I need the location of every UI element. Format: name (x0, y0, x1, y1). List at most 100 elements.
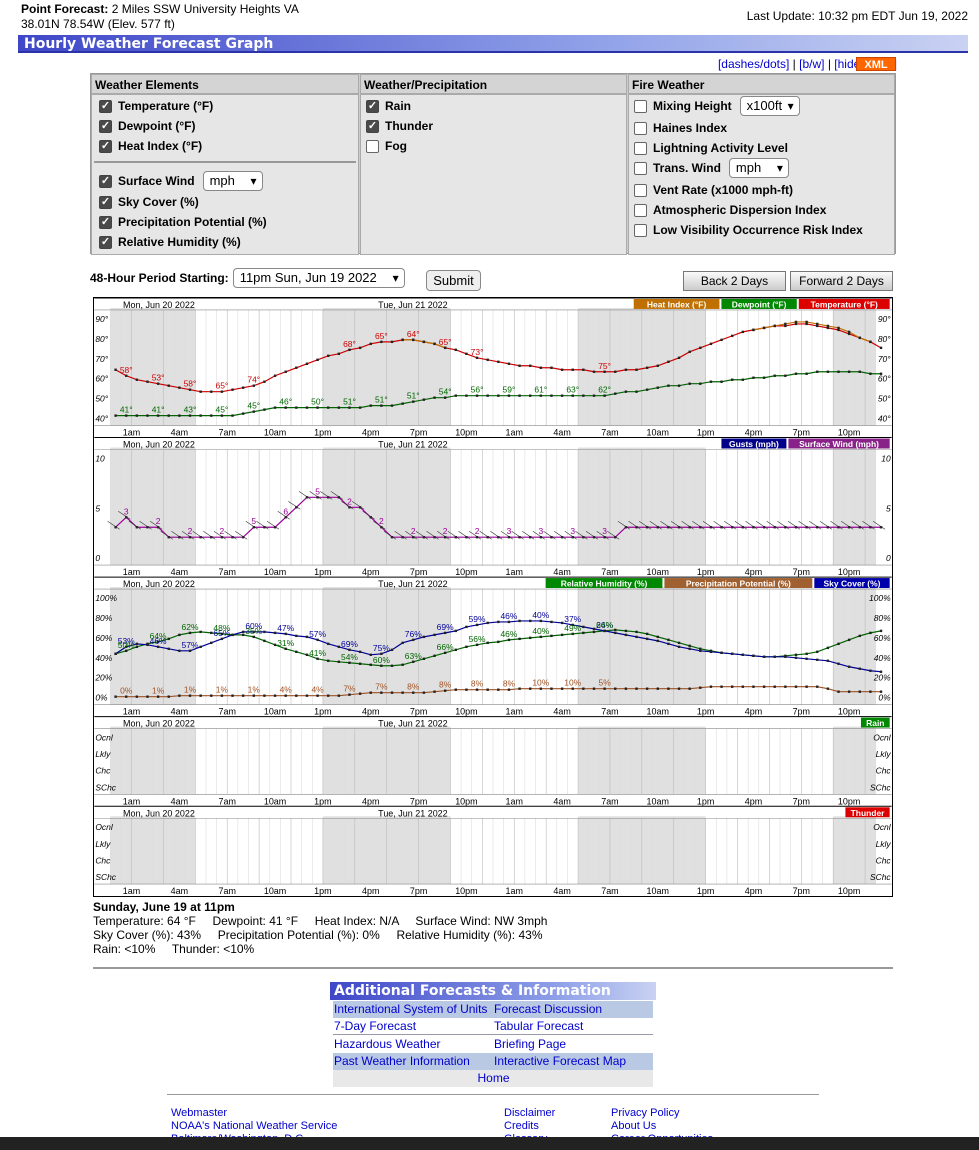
unit-select[interactable]: mph (728, 158, 789, 178)
data-point (178, 536, 181, 539)
data-label: 7% (375, 682, 388, 692)
disclaimer-link[interactable]: Disclaimer (504, 1107, 556, 1119)
hazardous-weather-link[interactable]: Hazardous Weather (334, 1037, 441, 1051)
wind-barb (320, 491, 333, 500)
checkbox-icon[interactable] (366, 139, 379, 153)
option-surface-wind[interactable]: ✓ Surface Wind mph (99, 171, 263, 191)
data-point (688, 644, 691, 648)
y-tick-label: Ocnl (873, 822, 892, 832)
data-point (805, 322, 808, 326)
data-point (709, 650, 713, 654)
about-link[interactable]: About Us (611, 1120, 657, 1132)
data-label: 64% (150, 631, 167, 641)
x-tick-label: 1pm (697, 707, 714, 717)
legend-swatch (814, 578, 890, 589)
checkbox-icon[interactable]: ✓ (366, 99, 379, 113)
si-units-link[interactable]: International System of Units (334, 1002, 488, 1016)
checkbox-icon[interactable]: ✓ (99, 139, 112, 153)
option-temperature-f[interactable]: ✓ Temperature (°F) (99, 99, 213, 113)
option-trans-wind[interactable]: Trans. Wind mph (634, 158, 789, 178)
data-point (475, 623, 479, 627)
x-tick-label: 7am (601, 428, 618, 438)
x-tick-label: 10pm (455, 796, 477, 806)
option-low-visibility-occurrence-risk-index[interactable]: Low Visibility Occurrence Risk Index (634, 223, 863, 237)
seven-day-forecast-link[interactable]: 7-Day Forecast (334, 1019, 417, 1033)
checkbox-icon[interactable]: ✓ (99, 99, 112, 113)
option-dewpoint-f[interactable]: ✓ Dewpoint (°F) (99, 119, 195, 133)
checkbox-icon[interactable] (634, 99, 647, 113)
wind-barb (532, 530, 545, 540)
wind-barb (373, 521, 386, 530)
checkbox-icon[interactable] (634, 141, 647, 155)
data-point (858, 526, 861, 529)
checkbox-icon[interactable]: ✓ (99, 119, 112, 133)
data-point (645, 526, 649, 529)
briefing-page-link[interactable]: Briefing Page (494, 1037, 567, 1051)
credits-link[interactable]: Credits (504, 1120, 539, 1132)
data-point (677, 687, 681, 690)
data-point (571, 687, 574, 690)
checkbox-icon[interactable]: ✓ (99, 215, 112, 229)
interactive-map-link[interactable]: Interactive Forecast Map (494, 1054, 627, 1068)
page-banner: Hourly Weather Forecast Graph (18, 35, 968, 53)
forecast-chart: Mon, Jun 20 2022 Tue, Jun 21 2022 1am 4am 7a… (93, 297, 893, 897)
checkbox-icon[interactable]: ✓ (99, 174, 112, 188)
option-rain[interactable]: ✓ Rain (366, 99, 411, 113)
back-2-days-button[interactable]: Back 2 Days (683, 271, 786, 291)
checkbox-icon[interactable]: ✓ (99, 195, 112, 209)
webmaster-link[interactable]: Webmaster (171, 1107, 228, 1119)
data-point (316, 694, 319, 697)
past-weather-link[interactable]: Past Weather Information (334, 1054, 470, 1068)
data-point (295, 650, 298, 654)
black-white-link[interactable]: [b/w] (799, 57, 825, 71)
privacy-link[interactable]: Privacy Policy (611, 1107, 680, 1119)
data-point (135, 526, 139, 529)
data-point (816, 658, 819, 661)
data-point (412, 660, 415, 663)
option-mixing-height[interactable]: Mixing Height x100ft (634, 96, 800, 116)
option-precipitation-potential[interactable]: ✓ Precipitation Potential (%) (99, 215, 267, 229)
data-point (327, 406, 330, 409)
data-point (337, 645, 341, 649)
checkbox-icon[interactable] (634, 161, 647, 175)
data-point (178, 414, 181, 417)
option-lightning-activity-level[interactable]: Lightning Activity Level (634, 141, 788, 155)
home-link[interactable]: Home (477, 1071, 510, 1085)
submit-button[interactable]: Submit (426, 270, 481, 291)
period-select[interactable]: 11pm Sun, Jun 19 2022 (232, 268, 405, 288)
data-point (667, 642, 670, 646)
nws-link[interactable]: NOAA's National Weather Service (171, 1120, 338, 1132)
data-point (401, 536, 404, 539)
checkbox-icon[interactable]: ✓ (366, 119, 379, 133)
x-tick-label: 10am (264, 567, 286, 577)
checkbox-icon[interactable]: ✓ (99, 235, 112, 249)
data-label: 2 (220, 526, 225, 536)
data-point (284, 516, 287, 519)
data-label: 65% (213, 628, 230, 638)
forecast-discussion-link[interactable]: Forecast Discussion (494, 1002, 603, 1016)
option-sky-cover[interactable]: ✓ Sky Cover (%) (99, 195, 199, 209)
option-atmospheric-dispersion-index[interactable]: Atmospheric Dispersion Index (634, 203, 826, 217)
data-point (295, 366, 298, 369)
xml-button[interactable]: XML (856, 57, 896, 71)
data-point (720, 338, 723, 342)
checkbox-icon[interactable] (634, 223, 647, 237)
option-haines-index[interactable]: Haines Index (634, 121, 727, 135)
tabular-forecast-link[interactable]: Tabular Forecast (494, 1019, 584, 1033)
option-vent-rate-x1000-mph-ft[interactable]: Vent Rate (x1000 mph-ft) (634, 183, 793, 197)
unit-select[interactable]: mph (202, 171, 263, 191)
option-relative-humidity[interactable]: ✓ Relative Humidity (%) (99, 235, 241, 249)
unit-select[interactable]: x100ft (739, 96, 800, 116)
dashes-dots-link[interactable]: [dashes/dots] (717, 57, 790, 71)
option-heat-index-f[interactable]: ✓ Heat Index (°F) (99, 139, 202, 153)
data-point (762, 526, 766, 529)
data-point (167, 647, 170, 651)
option-fog[interactable]: Fog (366, 139, 407, 153)
data-point (614, 631, 617, 635)
checkbox-icon[interactable] (634, 121, 647, 135)
checkbox-icon[interactable] (634, 203, 647, 217)
checkbox-icon[interactable] (634, 183, 647, 197)
forward-2-days-button[interactable]: Forward 2 Days (790, 271, 893, 291)
y-tick-label: 0% (95, 693, 108, 703)
option-thunder[interactable]: ✓ Thunder (366, 119, 433, 133)
